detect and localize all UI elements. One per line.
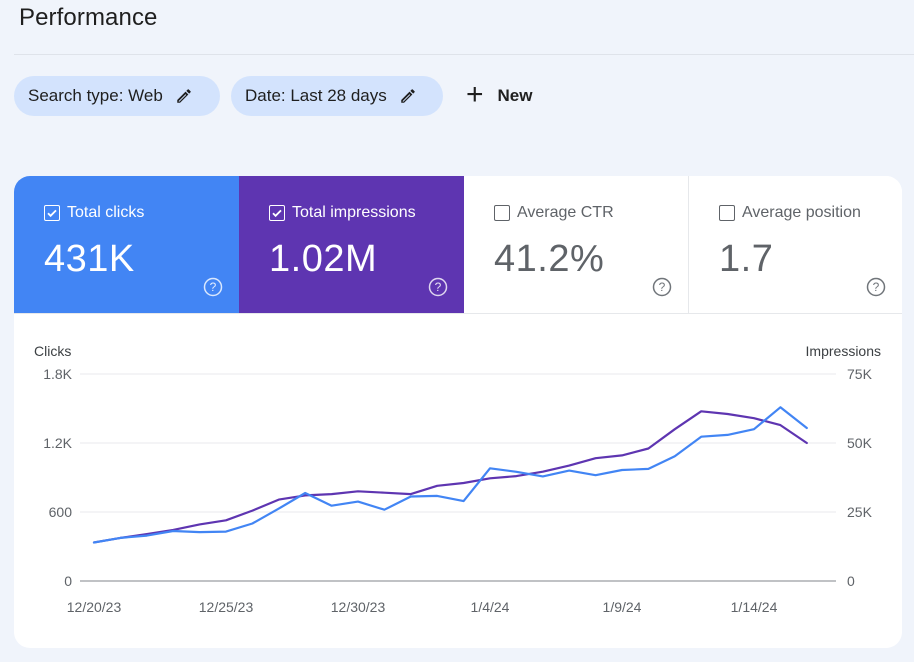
left-tick-label: 1.2K [43, 435, 72, 451]
checkbox-unchecked-icon[interactable] [494, 205, 510, 221]
edit-pencil-icon [399, 87, 417, 105]
x-tick-label: 1/9/24 [603, 599, 642, 615]
metric-label: Total impressions [292, 204, 416, 221]
performance-card: Total clicks 431K ? Total impressions 1.… [14, 176, 902, 648]
x-tick-label: 1/4/24 [471, 599, 510, 615]
right-tick-label: 25K [847, 504, 873, 520]
metric-label: Average position [742, 204, 861, 221]
checkbox-checked-icon[interactable] [44, 205, 60, 221]
svg-text:?: ? [659, 280, 666, 294]
search-type-label: Search type: Web [28, 86, 163, 105]
metric-average-ctr[interactable]: Average CTR 41.2% ? [464, 176, 689, 313]
right-tick-label: 50K [847, 435, 873, 451]
help-icon[interactable]: ? [428, 277, 448, 297]
new-filter-button[interactable]: + New [466, 76, 533, 116]
page-title: Performance [19, 4, 158, 31]
new-label: New [497, 86, 533, 105]
checkbox-unchecked-icon[interactable] [719, 205, 735, 221]
date-label: Date: Last 28 days [245, 86, 387, 105]
metric-total-impressions[interactable]: Total impressions 1.02M ? [239, 176, 464, 313]
metric-total-clicks[interactable]: Total clicks 431K ? [14, 176, 239, 313]
left-tick-label: 0 [64, 573, 72, 589]
performance-chart[interactable]: Clicks Impressions 0 0 600 25K 1.2K 50K 1.8K 75K 1… [14, 314, 902, 648]
svg-text:?: ? [210, 280, 217, 294]
metric-value: 1.02M [269, 238, 378, 280]
svg-text:?: ? [873, 280, 880, 294]
title-divider [14, 54, 914, 55]
metric-value: 1.7 [719, 238, 774, 280]
series-line-total-clicks[interactable] [92, 406, 808, 544]
left-tick-label: 1.8K [43, 366, 72, 382]
help-icon[interactable]: ? [203, 277, 223, 297]
x-tick-label: 12/25/23 [199, 599, 254, 615]
series-line-total-impressions[interactable] [92, 410, 808, 544]
checkbox-checked-icon[interactable] [269, 205, 285, 221]
metric-label: Total clicks [67, 204, 145, 221]
right-tick-label: 0 [847, 573, 855, 589]
metric-value: 431K [44, 238, 135, 280]
search-type-filter-chip[interactable]: Search type: Web [14, 76, 220, 116]
svg-text:?: ? [435, 280, 442, 294]
left-tick-label: 600 [49, 504, 73, 520]
right-tick-label: 75K [847, 366, 873, 382]
metric-divider [14, 313, 902, 314]
help-icon[interactable]: ? [652, 277, 672, 297]
help-icon[interactable]: ? [866, 277, 886, 297]
metric-label: Average CTR [517, 204, 614, 221]
edit-pencil-icon [175, 87, 193, 105]
x-tick-label: 1/14/24 [731, 599, 778, 615]
metric-average-position[interactable]: Average position 1.7 ? [689, 176, 902, 313]
plus-icon: + [466, 77, 484, 111]
x-tick-label: 12/30/23 [331, 599, 386, 615]
left-axis-title: Clicks [34, 343, 71, 359]
date-filter-chip[interactable]: Date: Last 28 days [231, 76, 443, 116]
metric-value: 41.2% [494, 238, 605, 280]
right-axis-title: Impressions [806, 343, 881, 359]
x-tick-label: 12/20/23 [67, 599, 122, 615]
